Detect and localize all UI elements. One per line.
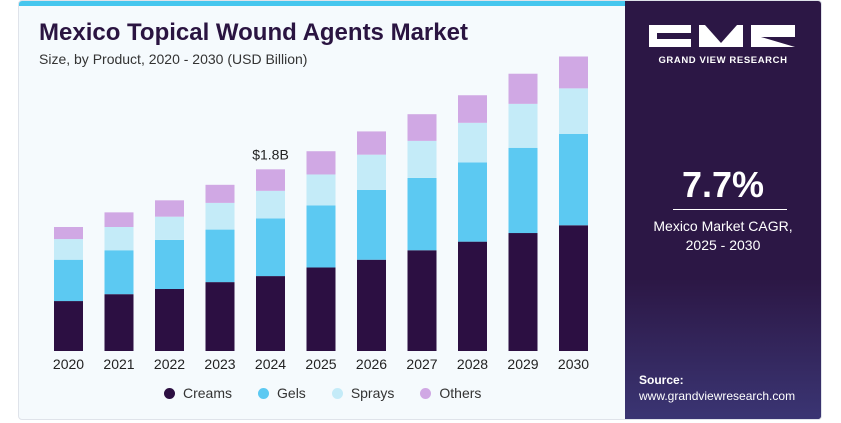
bar-segment-sprays-2020	[54, 239, 83, 260]
bar-segment-gels-2024	[256, 218, 285, 277]
legend-swatch-others	[420, 387, 432, 399]
cagr-label-line2: 2025 - 2030	[685, 237, 761, 253]
chart-legend: Creams Gels Sprays Others	[164, 385, 481, 401]
bar-segment-gels-2029	[508, 147, 538, 234]
bar-segment-creams-2027	[407, 250, 437, 351]
bar-segment-gels-2020	[54, 259, 83, 302]
x-tick-label-2024: 2024	[255, 356, 286, 372]
bar-segment-others-2021	[104, 212, 134, 227]
legend-item-sprays: Sprays	[331, 385, 395, 401]
bar-segment-gels-2025	[306, 205, 336, 268]
chart-title: Mexico Topical Wound Agents Market	[39, 19, 468, 46]
chart-subtitle: Size, by Product, 2020 - 2030 (USD Billi…	[39, 51, 308, 67]
bar-segment-others-2026	[357, 131, 386, 155]
bar-segment-sprays-2030	[559, 88, 588, 134]
bar-segment-gels-2027	[407, 177, 437, 251]
legend-swatch-creams	[164, 387, 175, 399]
bar-segment-others-2024	[256, 169, 285, 191]
accent-strip	[19, 1, 625, 6]
bar-segment-sprays-2026	[357, 154, 386, 190]
bar-segment-gels-2026	[357, 189, 386, 260]
bar-segment-others-2029	[508, 73, 538, 104]
cagr-label-line1: Mexico Market CAGR,	[653, 218, 793, 234]
bar-segment-sprays-2027	[407, 140, 437, 178]
legend-label-others: Others	[439, 385, 482, 401]
source-label: Source:	[639, 373, 684, 387]
bar-segment-others-2022	[155, 200, 184, 217]
cagr-divider	[673, 209, 787, 210]
panel-gradient	[625, 279, 821, 419]
bar-segment-gels-2022	[155, 239, 184, 289]
bar-segment-others-2025	[306, 151, 336, 175]
annotation-label-2024: $1.8B	[252, 146, 289, 162]
bar-segment-creams-2021	[104, 294, 134, 351]
x-tick-label-2022: 2022	[154, 356, 185, 372]
x-tick-label-2030: 2030	[558, 356, 589, 372]
x-tick-label-2020: 2020	[53, 356, 84, 372]
bar-segment-sprays-2025	[306, 174, 336, 206]
x-tick-label-2027: 2027	[406, 356, 437, 372]
bar-segment-creams-2025	[306, 267, 336, 351]
legend-item-creams: Creams	[164, 385, 232, 401]
gvr-logo-icon	[649, 25, 795, 47]
stacked-bar-chart: 2020 2021 2022 2023 2024 $1.8B 2025 2026 2027 202…	[53, 56, 589, 372]
bar-segment-gels-2028	[458, 162, 487, 242]
bar-segment-others-2028	[458, 95, 487, 123]
cagr-value: 7.7%	[681, 164, 765, 205]
legend-label-sprays: Sprays	[350, 385, 395, 401]
x-tick-label-2029: 2029	[507, 356, 538, 372]
legend-swatch-sprays	[331, 387, 343, 399]
bar-segment-creams-2020	[54, 301, 83, 351]
bar-segment-sprays-2028	[458, 122, 487, 163]
bar-segment-creams-2030	[559, 225, 588, 351]
legend-label-gels: Gels	[277, 385, 306, 401]
bar-segment-others-2030	[559, 56, 588, 89]
brand-name: GRAND VIEW RESEARCH	[658, 55, 788, 66]
bar-segment-creams-2026	[357, 259, 386, 351]
bar-segment-gels-2023	[205, 229, 235, 283]
bar-segment-creams-2022	[155, 289, 184, 351]
bar-segment-sprays-2022	[155, 216, 184, 240]
bar-segment-creams-2024	[256, 276, 285, 351]
x-tick-label-2028: 2028	[457, 356, 488, 372]
bar-segment-gels-2021	[104, 250, 134, 295]
legend-item-others: Others	[420, 385, 481, 401]
bar-segment-others-2027	[407, 114, 437, 141]
source-url[interactable]: www.grandviewresearch.com	[639, 389, 796, 403]
bar-segment-sprays-2024	[256, 190, 285, 219]
bar-segment-sprays-2021	[104, 227, 134, 251]
bar-segment-gels-2030	[559, 134, 588, 226]
cagr-label: Mexico Market CAGR, 2025 - 2030	[635, 217, 811, 255]
bar-segment-creams-2028	[458, 241, 487, 351]
x-tick-label-2026: 2026	[356, 356, 387, 372]
legend-item-gels: Gels	[258, 385, 306, 401]
chart-card: Mexico Topical Wound Agents Market Size,…	[18, 0, 822, 420]
bar-segment-others-2023	[205, 184, 235, 203]
x-tick-label-2023: 2023	[204, 356, 235, 372]
bar-segment-sprays-2029	[508, 103, 538, 148]
x-tick-label-2025: 2025	[305, 356, 336, 372]
legend-swatch-gels	[258, 387, 270, 399]
bar-segment-sprays-2023	[205, 202, 235, 230]
bar-segment-others-2020	[54, 227, 83, 240]
legend-label-creams: Creams	[183, 385, 233, 401]
bar-segment-creams-2023	[205, 282, 235, 351]
side-panel: GRAND VIEW RESEARCH 7.7% Mexico Market C…	[625, 1, 821, 419]
x-tick-label-2021: 2021	[103, 356, 134, 372]
bar-segment-creams-2029	[508, 233, 538, 351]
